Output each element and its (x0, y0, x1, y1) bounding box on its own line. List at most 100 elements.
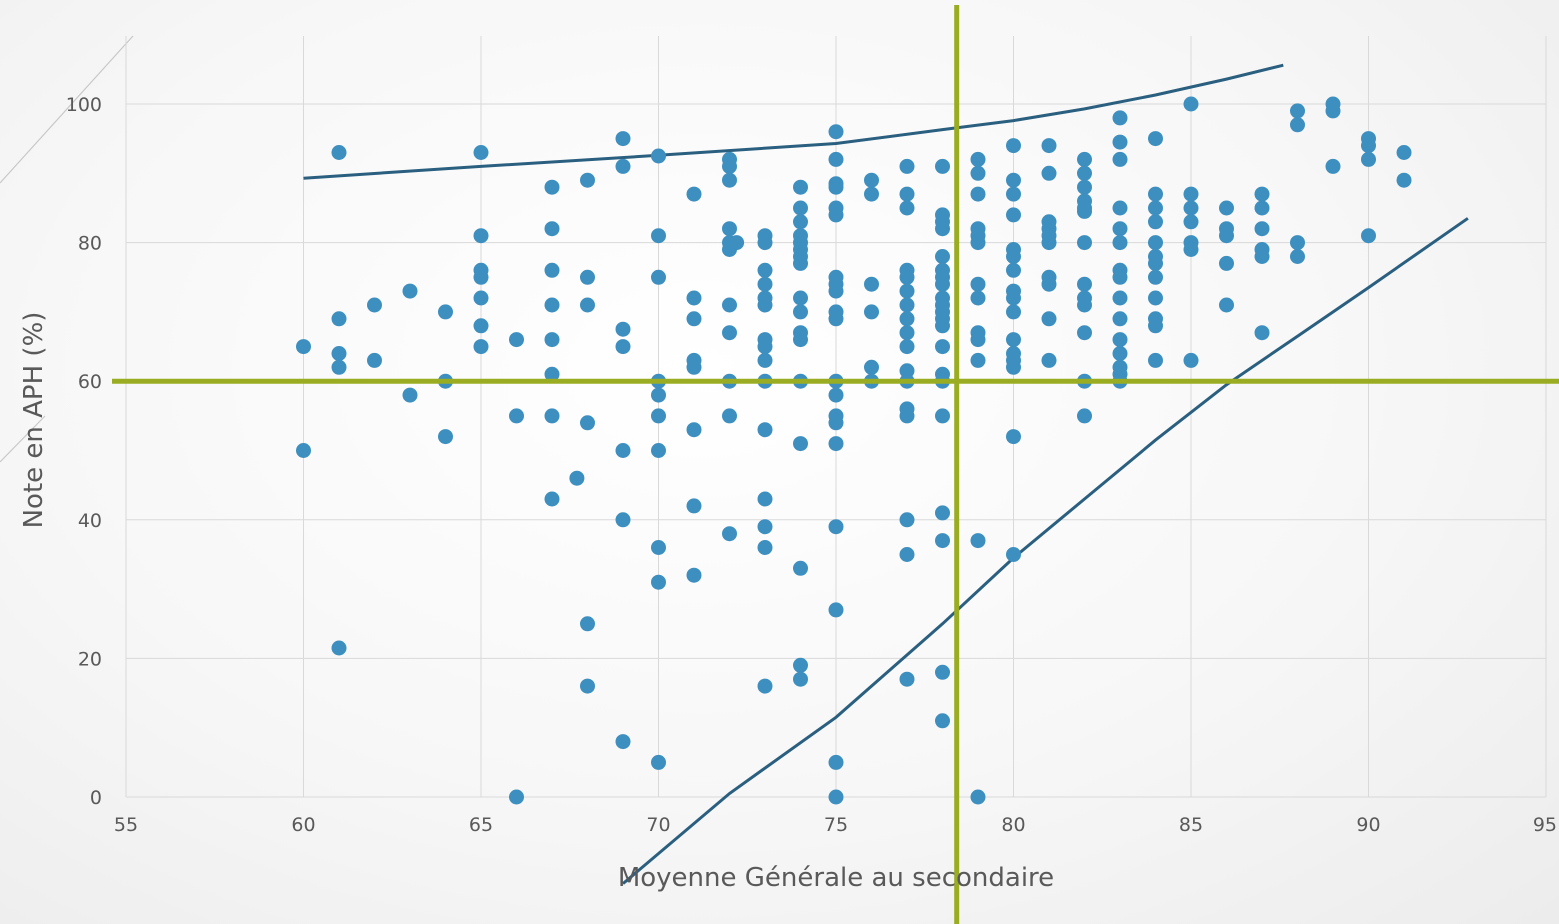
y-tick-label: 80 (78, 233, 102, 255)
data-point (935, 276, 950, 292)
y-axis-title: Note en APH (%) (19, 312, 49, 529)
data-point (651, 269, 666, 285)
data-point (1041, 352, 1057, 368)
data-point (1254, 200, 1270, 216)
data-point (935, 339, 950, 355)
data-point (970, 235, 986, 251)
data-point (367, 297, 382, 313)
data-point (722, 408, 737, 424)
data-point (828, 415, 844, 431)
y-tick-label: 60 (78, 371, 102, 393)
data-point (793, 304, 808, 320)
data-point (1077, 151, 1092, 167)
data-point (970, 533, 986, 549)
data-point (793, 290, 808, 306)
data-point (1325, 158, 1341, 174)
data-point (970, 276, 986, 292)
data-point (935, 533, 950, 549)
data-point (1112, 311, 1128, 327)
data-point (1006, 262, 1021, 278)
data-point (1077, 325, 1092, 341)
data-point (1112, 332, 1128, 348)
data-point (1077, 297, 1092, 313)
data-point (828, 519, 844, 535)
data-point (1396, 172, 1412, 188)
x-axis-title: Moyenne Générale au secondaire (618, 863, 1054, 893)
data-point (1077, 165, 1092, 181)
data-point (651, 540, 666, 555)
data-point (544, 491, 560, 507)
data-point (828, 754, 844, 770)
data-point (899, 512, 915, 528)
data-point (473, 145, 489, 160)
data-point (296, 339, 311, 355)
decorative-diagonal-line (0, 35, 134, 184)
data-point (544, 332, 560, 348)
data-point (367, 352, 382, 368)
data-point (1112, 346, 1128, 361)
data-point (438, 304, 453, 320)
data-point (899, 297, 915, 313)
data-point (935, 158, 950, 174)
data-point (899, 325, 915, 341)
data-point (686, 567, 702, 583)
data-point (544, 221, 560, 237)
data-point (1290, 103, 1305, 119)
data-point (757, 339, 773, 355)
lower-trend-curve (622, 217, 1469, 885)
data-point (544, 408, 560, 424)
data-point (1148, 131, 1163, 147)
data-point (651, 408, 666, 424)
data-point (1183, 242, 1199, 257)
data-point (1006, 359, 1021, 375)
data-point (899, 408, 915, 424)
data-point (1112, 134, 1128, 150)
data-point (722, 297, 737, 313)
data-point (757, 540, 773, 555)
x-tick-labels: 55 60 65 70 75 80 85 90 95 (114, 814, 1557, 836)
data-point (1041, 165, 1057, 181)
data-point (615, 443, 631, 458)
data-point (544, 262, 560, 278)
data-point (651, 228, 666, 244)
data-point (1148, 200, 1163, 216)
data-point (331, 359, 347, 375)
data-point (1148, 290, 1163, 306)
x-tick-label: 90 (1356, 814, 1380, 836)
data-point (1077, 203, 1092, 219)
data-point (651, 148, 666, 164)
data-point (864, 359, 879, 375)
data-point (970, 151, 986, 167)
data-point (828, 179, 844, 195)
data-point (1041, 276, 1057, 292)
data-point (935, 221, 950, 237)
data-point (1219, 228, 1234, 244)
data-point (1112, 290, 1128, 306)
data-point (1006, 138, 1021, 154)
data-point (1219, 255, 1234, 271)
data-point (1148, 235, 1163, 251)
data-point (1183, 214, 1199, 230)
x-tick-label: 80 (1001, 814, 1025, 836)
data-point (1183, 352, 1199, 368)
data-point (864, 186, 879, 202)
data-point (473, 228, 489, 244)
data-point (1006, 207, 1021, 223)
data-point (757, 422, 773, 438)
data-point (1112, 200, 1128, 216)
data-point (1325, 103, 1341, 119)
data-point (544, 297, 560, 313)
data-point (651, 443, 666, 458)
data-point (935, 408, 950, 424)
data-point (1183, 186, 1199, 202)
data-point (864, 172, 879, 188)
data-point (1077, 235, 1092, 251)
data-point (615, 158, 631, 174)
data-point (509, 408, 524, 424)
data-point (722, 526, 737, 542)
data-point (828, 283, 844, 299)
data-point (1148, 255, 1163, 271)
data-point (899, 671, 915, 687)
data-point (899, 363, 915, 379)
